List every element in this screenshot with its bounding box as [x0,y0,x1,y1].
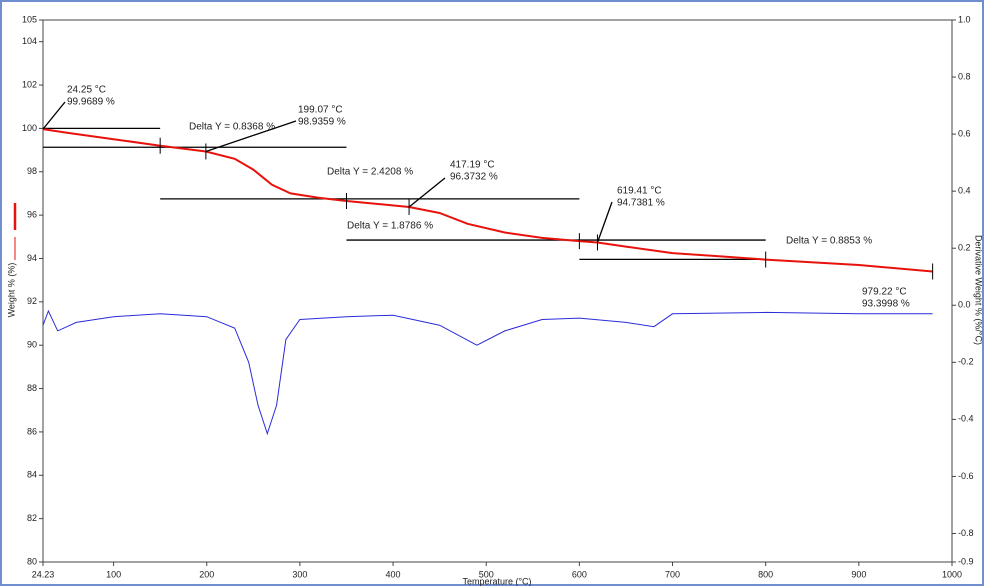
x-tick-label: 200 [199,569,214,579]
annotation-text: 93.3998 % [862,299,910,310]
y2-tick-label: -0.4 [958,414,974,424]
x-tick-label: 24.23 [32,569,55,579]
y2-tick-label: 0.0 [958,300,971,310]
plot-area [42,19,953,563]
y-tick-label: 94 [27,253,37,263]
x-tick-label: 600 [572,569,587,579]
series-line [42,128,933,273]
delta-label: Delta Y = 1.8786 % [347,221,433,232]
y-tick-label: 96 [27,209,37,219]
y2-tick-label: -0.8 [958,528,974,538]
annotation-text: 979.22 °C [862,287,907,298]
annotation-text: 99.9689 % [67,97,115,108]
annotation-text: 24.25 °C [67,85,106,96]
leader-line [408,177,446,208]
y-tick-label: 105 [22,14,37,24]
y-tick-label: 98 [27,166,37,176]
x-tick-label: 800 [758,569,773,579]
x-tick-label: 1000 [942,569,962,579]
y-tick-label: 84 [27,470,37,480]
x-axis-label: Temperature (°C) [462,576,531,586]
x-tick-label: 300 [292,569,307,579]
y2-tick-label: 0.8 [958,71,971,81]
series-line [42,309,933,436]
y-tick-label: 80 [27,556,37,566]
y2-tick-label: 0.4 [958,186,971,196]
y-tick-label: 88 [27,383,37,393]
y-axis-label: Weight % (%) [6,263,16,318]
y2-tick-label: 0.2 [958,243,971,253]
y2-tick-label: -0.6 [958,471,974,481]
annotation-text: 94.7381 % [617,198,665,209]
annotation-text: 417.19 °C [450,160,495,171]
x-tick-label: 700 [665,569,680,579]
y2-tick-label: -0.9 [958,556,974,566]
y-tick-label: 104 [22,36,37,46]
annotation-text: 199.07 °C [298,105,343,116]
leader-line [596,201,613,243]
annotation-text: 619.41 °C [617,186,662,197]
x-tick-label: 400 [386,569,401,579]
x-tick-label: 100 [106,569,121,579]
delta-label: Delta Y = 0.8853 % [786,236,872,247]
y2-tick-label: -0.2 [958,357,974,367]
leader-line [42,101,66,130]
annotation-text: 96.3732 % [450,172,498,183]
y2-tick-label: 0.6 [958,128,971,138]
y2-tick-label: 1.0 [958,14,971,24]
y2-axis-label: Derivative Weight % (%/°C) [974,235,984,345]
y-tick-label: 82 [27,513,37,523]
annotation-text: 98.9359 % [298,117,346,128]
y-tick-label: 92 [27,296,37,306]
leader-line [205,120,297,153]
y-tick-label: 86 [27,426,37,436]
delta-label: Delta Y = 0.8368 % [189,122,275,133]
y-tick-label: 100 [22,123,37,133]
delta-label: Delta Y = 2.4208 % [327,167,413,178]
x-tick-label: 900 [851,569,866,579]
x-tick-label: 500 [479,569,494,579]
y-tick-label: 102 [22,79,37,89]
y-tick-label: 90 [27,340,37,350]
